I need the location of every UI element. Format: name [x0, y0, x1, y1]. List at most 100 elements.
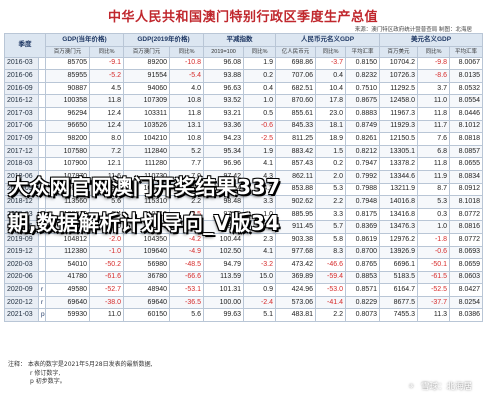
value-cell: 107309 [123, 94, 171, 108]
revision-flag-cell [38, 119, 46, 134]
yoy-cell: -53.0 [315, 283, 347, 297]
value-cell: 424.96 [275, 283, 317, 297]
value-cell: 0.8853 [345, 270, 381, 285]
yoy-cell: 1.0 [417, 220, 451, 234]
value-cell: 0.8150 [345, 56, 381, 71]
yoy-cell: 7.6 [417, 132, 451, 146]
value-cell: 0.8073 [345, 308, 381, 323]
table-row: 2018-03 107900 12.1 111280 7.7 96.96 4.1 857.43… [4, 157, 484, 171]
table-row: 2019-03 108370 0.4 110710 -0.5 97.89 1.0 885.95… [4, 207, 484, 222]
revision-flag-cell [38, 132, 46, 146]
yoy-cell: 8.3 [315, 245, 347, 260]
quarter-cell: 2021-03 [4, 308, 39, 323]
yoy-cell: 5.6 [88, 195, 125, 209]
quarter-cell: 2019-06 [4, 220, 39, 234]
value-cell: 0.8229 [345, 295, 381, 310]
quarter-cell: 2020-09 [4, 283, 39, 297]
yoy-cell: 10.8 [169, 94, 205, 108]
value-cell: 49580 [45, 283, 90, 297]
value-cell: 8677.5 [379, 295, 419, 310]
yoy-cell: 1.5 [315, 144, 347, 159]
table-row: 2019-12 112380 -1.0 109640 -4.9 102.50 4.1 977.… [4, 245, 484, 260]
source-note: 来源：澳门特区政府统计暨普查局 制图：北海居 [354, 27, 472, 33]
yoy-cell: 4.1 [243, 157, 277, 171]
yoy-cell: 10.8 [169, 132, 205, 146]
quarter-cell: 2018-12 [4, 195, 39, 209]
table-row: 2017-09 98200 8.0 104210 10.8 94.23 -2.5 811.25… [4, 132, 484, 146]
subheader-row: 百万澳门元 同比% 百万澳门元 同比% 2019=100 同比% 亿人民币元 同比% 平均汇率百… [5, 45, 484, 58]
yoy-cell: -38.0 [88, 295, 125, 310]
yoy-cell: -2.5 [243, 132, 277, 146]
table-row: 2020-03 54010 -50.2 56980 -48.5 94.79 -3.2 473.… [4, 258, 484, 272]
table-row: 2019-06 108909 1.0 110275 -0.4 98.76 1.4 911.45… [4, 220, 484, 234]
yoy-cell: 18.9 [315, 132, 347, 146]
value-cell: 107900 [45, 157, 90, 171]
value-cell: 12458.0 [379, 94, 419, 108]
yoy-cell: 1.9 [243, 56, 277, 71]
revision-flag-cell: r [38, 295, 46, 310]
yoy-cell: 11.8 [417, 157, 451, 171]
value-cell: 96294 [45, 106, 90, 121]
revision-flag-cell [38, 94, 46, 108]
value-cell: 8.0818 [449, 132, 484, 146]
value-cell: 862.11 [275, 169, 317, 184]
yoy-cell: -53.1 [169, 283, 205, 297]
value-cell: 369.89 [275, 270, 317, 285]
subheader-cell: 同比% [315, 45, 347, 58]
value-cell: 104210 [123, 132, 171, 146]
yoy-cell: 1.0 [243, 94, 277, 108]
revision-flag-cell: r [38, 283, 46, 297]
col-rmb-gdp: 人民币元名义GDP [275, 33, 381, 47]
quarter-cell: 2016-03 [4, 56, 39, 71]
subheader-cell: 百万澳门元 [45, 45, 90, 58]
value-cell: 8.0655 [449, 157, 484, 171]
value-cell: 98200 [45, 132, 90, 146]
value-cell: 103311 [123, 106, 171, 121]
watermark: ❄ 雪球：北海居 [405, 380, 472, 392]
subheader-cell: 平均汇率 [345, 45, 381, 58]
value-cell: 473.42 [275, 258, 317, 272]
subheader-cell: 亿人民币元 [275, 45, 317, 58]
value-cell: 5183.5 [379, 270, 419, 285]
value-cell: 11929.3 [379, 119, 419, 134]
value-cell: 8.0554 [449, 94, 484, 108]
value-cell: 8.0603 [449, 270, 484, 285]
yoy-cell: 2.0 [315, 169, 347, 184]
quarter-cell: 2020-12 [4, 295, 39, 310]
value-cell: 8.0659 [449, 258, 484, 272]
yoy-cell: -10.8 [169, 56, 205, 71]
value-cell: 7455.3 [379, 308, 419, 323]
value-cell: 103526 [123, 119, 171, 134]
yoy-cell: -4.9 [169, 245, 205, 260]
value-cell: 0.7992 [345, 169, 381, 184]
value-cell: 56980 [123, 258, 171, 272]
yoy-cell: -0.6 [243, 119, 277, 134]
yoy-cell: 1.9 [243, 144, 277, 159]
value-cell: 69640 [45, 295, 90, 310]
yoy-cell: -46.6 [315, 258, 347, 272]
value-cell: 8.0446 [449, 106, 484, 121]
value-cell: 113560 [45, 195, 90, 209]
value-cell: 41780 [45, 270, 90, 285]
value-cell: 93.88 [203, 69, 245, 83]
revision-flag-cell [38, 69, 46, 83]
value-cell: 89200 [123, 56, 171, 71]
subheader-cell: 同比% [417, 45, 451, 58]
table-row: 2016-12 100358 11.8 107309 10.8 93.52 1.0 870.6… [4, 94, 484, 108]
table-row: 2017-06 96650 12.4 103526 13.1 93.36 -0.6 845.3… [4, 119, 484, 134]
table-row: 2018-12 113560 5.6 115310 2.2 98.48 3.3 902.62 2… [4, 195, 484, 209]
revision-flag-cell [38, 81, 46, 96]
yoy-cell: -66.6 [169, 270, 205, 285]
yoy-cell: 3.7 [417, 81, 451, 96]
revision-flag-cell [38, 144, 46, 159]
yoy-cell: 11.0 [417, 94, 451, 108]
value-cell: 95.34 [203, 144, 245, 159]
yoy-cell: 12.4 [88, 119, 125, 134]
yoy-cell: 5.6 [169, 308, 205, 323]
subheader-cell: 同比% [243, 45, 277, 58]
value-cell: 0.8261 [345, 132, 381, 146]
yoy-cell: 5.1 [243, 308, 277, 323]
yoy-cell: -3.7 [315, 56, 347, 71]
value-cell: 13926.9 [379, 245, 419, 260]
